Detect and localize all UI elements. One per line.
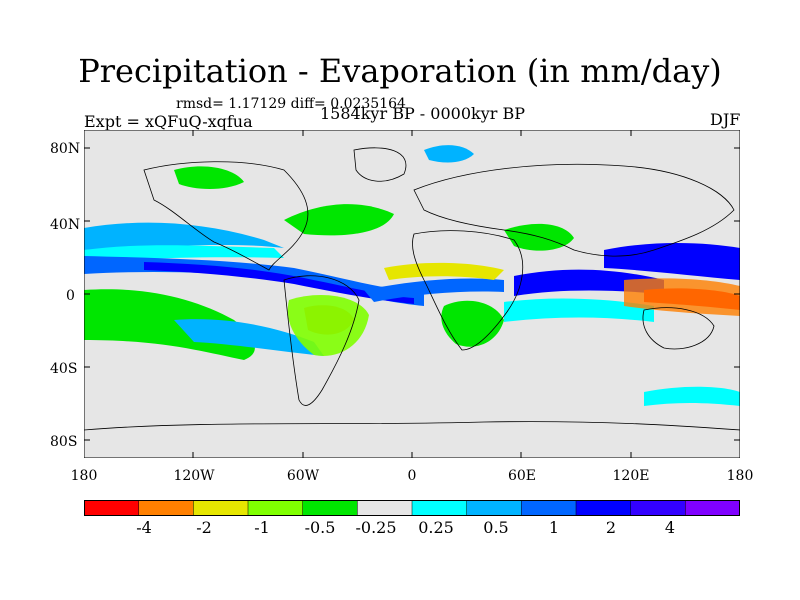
coastline-antarctica: [84, 421, 740, 431]
stats-line: rmsd= 1.17129 diff= 0.0235164: [176, 96, 406, 112]
period-label: 1584kyr BP - 0000kyr BP: [320, 104, 525, 123]
colorbar-swatch: [302, 500, 359, 516]
lon-label-120e: 120E: [612, 468, 650, 484]
anomaly-north-atlantic-green: [284, 204, 394, 236]
experiment-label: Expt = xQFuQ-xqfua: [84, 112, 253, 131]
colorbar-swatch: [630, 500, 687, 516]
anomaly-arctic-blue: [424, 145, 474, 163]
colorbar-swatch: [466, 500, 523, 516]
colorbar-swatch: [411, 500, 468, 516]
anomaly-south-pacific-blue: [174, 319, 324, 356]
lon-label-180w: 180: [70, 468, 98, 484]
plot-title: Precipitation - Evaporation (in mm/day): [78, 52, 722, 90]
world-map: [84, 130, 740, 458]
coastline-greenland: [353, 147, 407, 182]
anomaly-africa-north-yellow: [384, 262, 504, 280]
anomaly-indian-ocean-cyan: [504, 298, 654, 322]
colorbar-swatch: [357, 500, 413, 516]
pe-anomaly-field: [84, 145, 740, 406]
map-ticks: [84, 130, 740, 458]
lat-label-80n: 80N: [50, 141, 81, 157]
lat-label-80s: 80S: [50, 434, 78, 450]
anomaly-southern-ocean-cyan: [644, 386, 740, 406]
anomaly-arctic-green: [174, 166, 244, 189]
colorbar-label: 2: [605, 518, 617, 537]
lon-label-120w: 120W: [173, 468, 215, 484]
colorbar-swatch: [521, 500, 577, 516]
colorbar-label: -4: [136, 518, 152, 537]
colorbar-label: 0.5: [483, 518, 509, 537]
anomaly-south-america-green: [287, 295, 369, 356]
lat-label-0: 0: [66, 288, 75, 304]
anomaly-africa-south-green: [441, 300, 504, 347]
colorbar-frame: [84, 500, 740, 516]
coastline-north-america: [143, 161, 309, 271]
lon-label-0: 0: [407, 468, 417, 484]
lon-label-60w: 60W: [286, 468, 320, 484]
anomaly-band-north-pacific: [84, 222, 284, 250]
colorbar-label: -0.25: [355, 518, 397, 537]
colorbar-swatch: [247, 500, 304, 516]
colorbar-swatch: [685, 500, 740, 516]
coastline-south-america: [283, 275, 360, 406]
colorbar-swatch: [575, 500, 632, 516]
colorbar: [84, 500, 740, 516]
anomaly-band-equator-pacific-dark: [144, 262, 414, 304]
season-label: DJF: [710, 110, 741, 129]
colorbar-swatch: [193, 500, 249, 516]
lat-label-40n: 40N: [50, 217, 81, 233]
colorbar-label: 1: [548, 518, 560, 537]
colorbar-swatch: [84, 500, 140, 516]
anomaly-west-pacific-blue: [604, 243, 740, 280]
colorbar-swatch: [138, 500, 195, 516]
coastline-australia: [642, 307, 715, 350]
coastline-europe-asia: [413, 163, 735, 257]
colorbar-label: -0.5: [304, 518, 336, 537]
lat-label-40s: 40S: [50, 361, 78, 377]
colorbar-label: -1: [254, 518, 270, 537]
colorbar-label: 0.25: [418, 518, 454, 537]
colorbar-label: -2: [196, 518, 212, 537]
lon-label-180e: 180: [726, 468, 754, 484]
anomaly-maritime-continent-orange: [624, 278, 740, 316]
coastline-africa: [412, 230, 524, 351]
coastlines: [84, 147, 740, 431]
anomaly-atlantic-blue: [364, 278, 504, 302]
lon-label-60e: 60E: [507, 468, 537, 484]
colorbar-label: 4: [664, 518, 676, 537]
